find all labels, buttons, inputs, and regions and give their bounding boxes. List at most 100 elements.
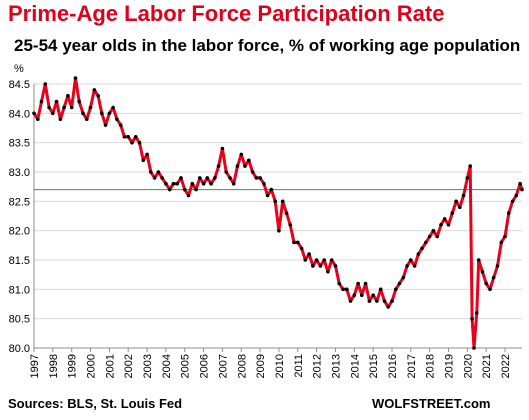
data-point bbox=[491, 275, 496, 280]
y-tick-label: 84.5 bbox=[9, 79, 30, 91]
data-point bbox=[420, 246, 424, 251]
data-point bbox=[461, 193, 466, 198]
data-point bbox=[405, 264, 409, 268]
data-point bbox=[126, 135, 130, 139]
data-point bbox=[386, 305, 391, 309]
data-point bbox=[224, 170, 228, 174]
x-tick-label: 2018 bbox=[425, 354, 437, 378]
data-point bbox=[77, 99, 81, 104]
data-point bbox=[243, 164, 247, 168]
data-point bbox=[356, 281, 360, 286]
data-point bbox=[409, 258, 413, 262]
data-point bbox=[439, 223, 443, 227]
data-point bbox=[450, 211, 455, 215]
data-point bbox=[382, 299, 387, 303]
data-point bbox=[284, 211, 289, 215]
data-point bbox=[314, 258, 319, 262]
data-point bbox=[348, 299, 353, 303]
x-tick-label: 2011 bbox=[293, 354, 305, 378]
data-point bbox=[96, 93, 100, 98]
data-point bbox=[118, 123, 123, 127]
x-tick-label: 1999 bbox=[67, 354, 79, 378]
y-tick-labels: 80.0 80.5 81.0 81.5 82.0 82.5 83.0 83.5 84.0 84.5 bbox=[9, 79, 30, 355]
data-point bbox=[333, 264, 338, 268]
data-point bbox=[220, 146, 225, 151]
x-tick-labels: 1997 1998 1999 2000 2001 2002 2003 2004 2005 2006… bbox=[29, 354, 512, 378]
data-point bbox=[156, 170, 161, 174]
x-tick-label: 2006 bbox=[199, 354, 211, 378]
data-point bbox=[363, 281, 368, 286]
y-tick-label: 81.5 bbox=[9, 255, 30, 267]
data-point bbox=[431, 228, 436, 233]
data-point bbox=[262, 181, 266, 186]
data-point bbox=[254, 176, 259, 180]
x-tick-label: 2010 bbox=[274, 354, 286, 378]
data-point bbox=[47, 105, 51, 110]
data-point bbox=[468, 164, 473, 168]
x-tick-label: 2009 bbox=[255, 354, 267, 378]
data-point bbox=[43, 82, 48, 86]
data-point bbox=[247, 158, 251, 163]
series-group bbox=[32, 76, 524, 350]
data-point bbox=[100, 111, 104, 116]
data-point bbox=[318, 264, 323, 268]
data-point bbox=[167, 187, 172, 192]
data-point bbox=[510, 199, 515, 204]
data-point bbox=[175, 181, 179, 186]
data-point bbox=[427, 234, 432, 239]
data-point bbox=[329, 258, 334, 262]
data-point bbox=[273, 199, 278, 204]
data-point bbox=[299, 246, 304, 251]
data-point bbox=[303, 258, 308, 262]
data-point bbox=[164, 181, 168, 186]
data-point bbox=[507, 211, 511, 215]
data-point bbox=[367, 299, 372, 303]
data-point bbox=[442, 217, 447, 221]
data-point bbox=[454, 199, 458, 204]
x-tick-label: 2012 bbox=[312, 354, 324, 378]
data-point bbox=[378, 287, 383, 292]
y-tick-label: 80.5 bbox=[9, 314, 30, 326]
data-point bbox=[258, 176, 262, 180]
x-tick-label: 2020 bbox=[462, 354, 474, 378]
data-point bbox=[209, 181, 213, 186]
data-point bbox=[296, 240, 300, 245]
data-point bbox=[231, 181, 236, 186]
data-point bbox=[81, 111, 85, 116]
data-point bbox=[133, 135, 138, 139]
axes bbox=[33, 84, 522, 352]
data-point bbox=[394, 287, 398, 292]
data-point bbox=[292, 240, 296, 245]
data-point bbox=[160, 176, 164, 180]
data-point bbox=[137, 140, 142, 145]
data-point bbox=[416, 252, 421, 256]
data-point bbox=[88, 105, 93, 110]
x-tick-label: 2017 bbox=[406, 354, 418, 378]
data-point bbox=[62, 105, 66, 110]
data-point bbox=[495, 264, 500, 268]
data-point bbox=[470, 316, 474, 321]
y-tick-label: 83.5 bbox=[9, 138, 30, 150]
data-point bbox=[149, 170, 153, 174]
data-point bbox=[213, 176, 217, 180]
x-tick-label: 2004 bbox=[161, 354, 173, 378]
data-point bbox=[472, 346, 476, 350]
data-point bbox=[182, 187, 187, 192]
data-point bbox=[186, 193, 191, 198]
y-axis-unit-label: % bbox=[14, 63, 24, 75]
data-point bbox=[179, 176, 183, 180]
x-tick-label: 2002 bbox=[123, 354, 135, 378]
y-tick-label: 82.0 bbox=[9, 226, 30, 238]
x-tick-label: 2022 bbox=[500, 354, 512, 378]
data-point bbox=[107, 111, 112, 116]
y-tick-label: 84.0 bbox=[9, 108, 30, 120]
data-point bbox=[269, 187, 274, 192]
x-tick-label: 2021 bbox=[481, 354, 493, 378]
data-point bbox=[337, 281, 342, 286]
data-point bbox=[371, 293, 376, 298]
data-point bbox=[520, 187, 524, 192]
data-point bbox=[458, 205, 462, 209]
x-tick-label: 2013 bbox=[330, 354, 342, 378]
data-point bbox=[288, 223, 293, 227]
